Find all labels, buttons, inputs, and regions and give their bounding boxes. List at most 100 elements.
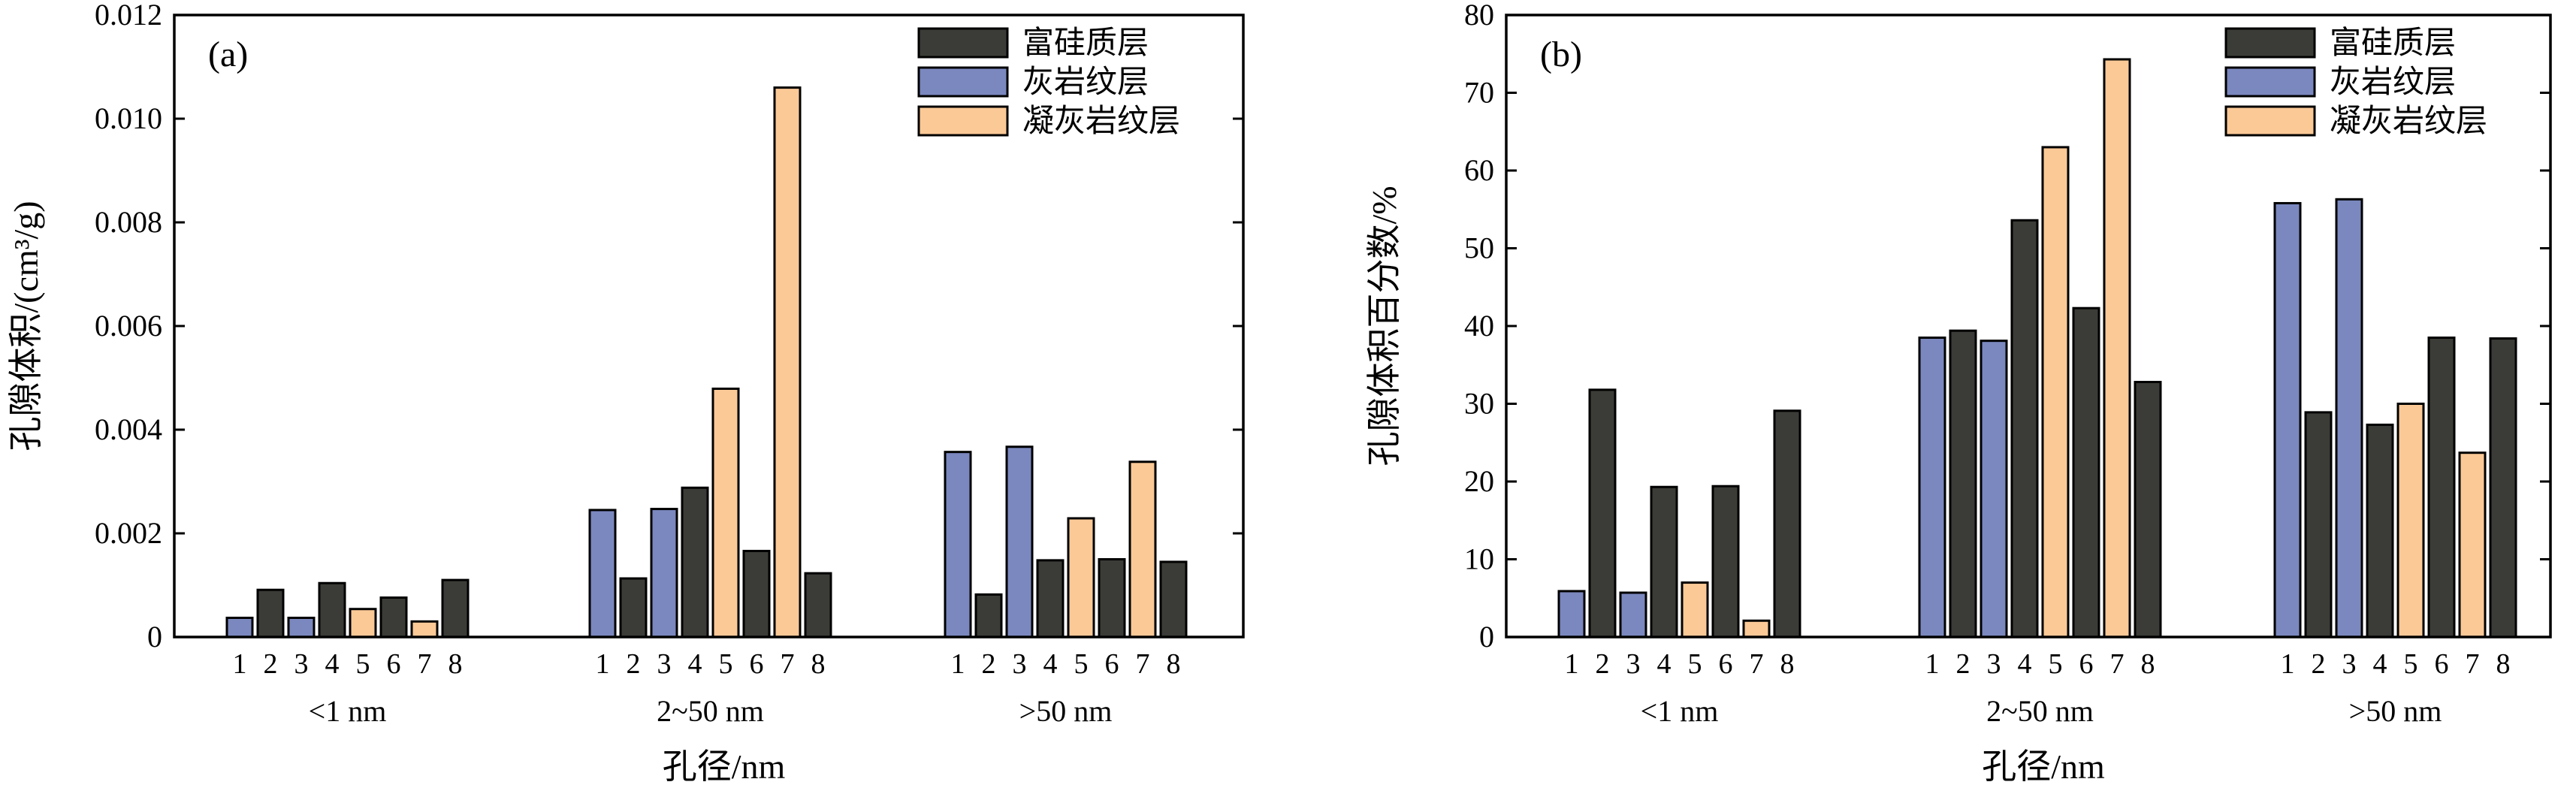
sample-number: 5 [1074, 648, 1089, 680]
legend-swatch [917, 66, 1009, 98]
bar-2-1 [1918, 337, 1946, 639]
sample-number: 5 [719, 648, 733, 680]
bar-3-6 [1098, 558, 1126, 639]
legend-swatch [917, 27, 1009, 59]
sample-number: 1 [596, 648, 610, 680]
bar-2-8 [2134, 381, 2162, 639]
group-label: >50 nm [2349, 694, 2442, 728]
sample-number: 8 [1780, 648, 1795, 680]
panel-label: (b) [1540, 35, 1582, 74]
sample-number: 5 [2404, 648, 2418, 680]
sample-number: 3 [657, 648, 672, 680]
sample-number: 1 [951, 648, 965, 680]
bar-1-8 [441, 578, 470, 639]
bar-3-6 [2427, 337, 2456, 639]
bar-1-7 [410, 620, 439, 639]
sample-number: 6 [1719, 648, 1733, 680]
sample-number: 5 [1688, 648, 1702, 680]
group-label: 2~50 nm [1986, 694, 2094, 728]
sample-number: 2 [627, 648, 641, 680]
legend-swatch [2224, 27, 2316, 59]
sample-number: 3 [1013, 648, 1027, 680]
sample-number: 4 [1043, 648, 1058, 680]
legend-label: 灰岩纹层 [2330, 65, 2456, 100]
bar-2-2 [619, 577, 648, 639]
sample-number: 7 [2466, 648, 2480, 680]
sample-number: 4 [1657, 648, 1672, 680]
group-label: 2~50 nm [657, 694, 764, 728]
bar-2-6 [2072, 306, 2100, 639]
y-tick-label: 70 [1464, 76, 1494, 110]
bar-1-7 [1742, 619, 1771, 639]
sample-number: 1 [1565, 648, 1579, 680]
bar-2-1 [588, 509, 617, 639]
sample-number: 8 [2141, 648, 2155, 680]
legend-label: 富硅质层 [1022, 26, 1149, 61]
sample-number: 3 [294, 648, 309, 680]
sample-number: 2 [2312, 648, 2326, 680]
sample-number: 7 [2110, 648, 2125, 680]
bar-1-2 [1588, 388, 1617, 639]
y-tick-label: 0.006 [95, 309, 162, 343]
sample-number: 5 [2049, 648, 2063, 680]
bar-1-4 [318, 581, 346, 639]
sample-number: 8 [1167, 648, 1181, 680]
bar-2-5 [711, 387, 740, 639]
sample-number: 1 [2281, 648, 2295, 680]
sample-number: 7 [418, 648, 432, 680]
sample-number: 7 [1136, 648, 1150, 680]
bar-1-5 [349, 608, 377, 639]
y-tick-label: 60 [1464, 153, 1494, 187]
bar-3-8 [2489, 337, 2517, 639]
group-label: <1 nm [1641, 694, 1719, 728]
x-axis-title: 孔径/nm [663, 747, 786, 786]
sample-number: 5 [356, 648, 370, 680]
legend-label: 富硅质层 [2330, 26, 2456, 61]
bar-3-1 [2273, 201, 2302, 639]
bar-2-4 [681, 486, 709, 639]
plot-frame [1505, 14, 2552, 639]
bar-1-1 [1557, 590, 1586, 639]
sample-number: 7 [1750, 648, 1764, 680]
bar-2-6 [742, 549, 771, 639]
bar-2-3 [650, 508, 678, 639]
sample-number: 8 [811, 648, 826, 680]
bar-1-6 [379, 596, 408, 639]
sample-number: 4 [325, 648, 340, 680]
y-tick-label: 0.012 [95, 0, 162, 32]
bar-2-3 [1980, 340, 2008, 639]
bar-2-5 [2041, 146, 2070, 639]
bar-3-2 [974, 593, 1003, 639]
bar-2-4 [2010, 219, 2039, 639]
y-tick-label: 40 [1464, 309, 1494, 343]
bar-1-3 [287, 616, 316, 639]
sample-number: 4 [2373, 648, 2387, 680]
sample-number: 1 [1925, 648, 1940, 680]
x-axis-title: 孔径/nm [1982, 747, 2105, 786]
bar-3-1 [944, 451, 972, 639]
y-tick-label: 30 [1464, 387, 1494, 421]
bar-3-7 [2458, 451, 2487, 639]
y-tick-label: 0.008 [95, 205, 162, 239]
bar-3-4 [1036, 559, 1065, 639]
sample-number: 2 [982, 648, 996, 680]
bar-3-4 [2366, 423, 2394, 639]
bar-1-6 [1711, 485, 1740, 639]
bar-1-3 [1619, 591, 1647, 639]
y-tick-label: 0.004 [95, 412, 162, 446]
legend-label: 灰岩纹层 [1022, 65, 1149, 100]
sample-number: 3 [1626, 648, 1641, 680]
sample-number: 8 [2496, 648, 2511, 680]
bar-3-5 [1067, 517, 1095, 639]
y-tick-label: 0 [147, 620, 162, 654]
y-tick-label: 0.010 [95, 101, 162, 135]
y-tick-label: 50 [1464, 231, 1494, 265]
sample-number: 6 [2079, 648, 2094, 680]
y-tick-label: 0.002 [95, 516, 162, 550]
sample-number: 3 [2342, 648, 2357, 680]
group-label: <1 nm [309, 694, 387, 728]
bar-3-5 [2396, 403, 2425, 639]
sample-number: 3 [1987, 648, 2001, 680]
legend-label: 凝灰岩纹层 [2330, 104, 2487, 139]
